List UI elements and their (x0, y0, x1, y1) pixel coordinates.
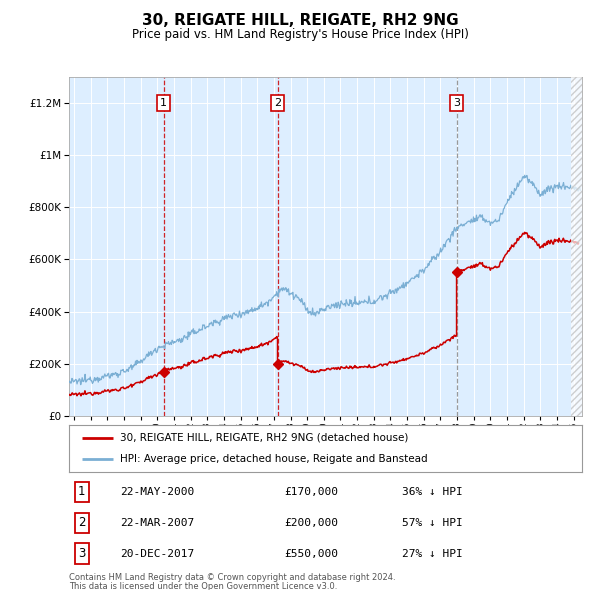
Text: This data is licensed under the Open Government Licence v3.0.: This data is licensed under the Open Gov… (69, 582, 337, 590)
Text: Contains HM Land Registry data © Crown copyright and database right 2024.: Contains HM Land Registry data © Crown c… (69, 573, 395, 582)
Text: 1: 1 (78, 486, 86, 499)
Text: 22-MAY-2000: 22-MAY-2000 (121, 487, 194, 497)
Text: 3: 3 (78, 547, 86, 560)
Text: 57% ↓ HPI: 57% ↓ HPI (403, 518, 463, 527)
Text: 27% ↓ HPI: 27% ↓ HPI (403, 549, 463, 559)
Text: 36% ↓ HPI: 36% ↓ HPI (403, 487, 463, 497)
Text: 22-MAR-2007: 22-MAR-2007 (121, 518, 194, 527)
Text: 1: 1 (160, 98, 167, 108)
Text: £200,000: £200,000 (284, 518, 338, 527)
Text: 3: 3 (453, 98, 460, 108)
Text: 2: 2 (274, 98, 281, 108)
Text: 30, REIGATE HILL, REIGATE, RH2 9NG (detached house): 30, REIGATE HILL, REIGATE, RH2 9NG (deta… (121, 432, 409, 442)
Bar (571, 77, 582, 416)
Text: 20-DEC-2017: 20-DEC-2017 (121, 549, 194, 559)
Text: £550,000: £550,000 (284, 549, 338, 559)
Text: 30, REIGATE HILL, REIGATE, RH2 9NG: 30, REIGATE HILL, REIGATE, RH2 9NG (142, 13, 458, 28)
Text: 2: 2 (78, 516, 86, 529)
Text: £170,000: £170,000 (284, 487, 338, 497)
Text: HPI: Average price, detached house, Reigate and Banstead: HPI: Average price, detached house, Reig… (121, 454, 428, 464)
Text: Price paid vs. HM Land Registry's House Price Index (HPI): Price paid vs. HM Land Registry's House … (131, 28, 469, 41)
